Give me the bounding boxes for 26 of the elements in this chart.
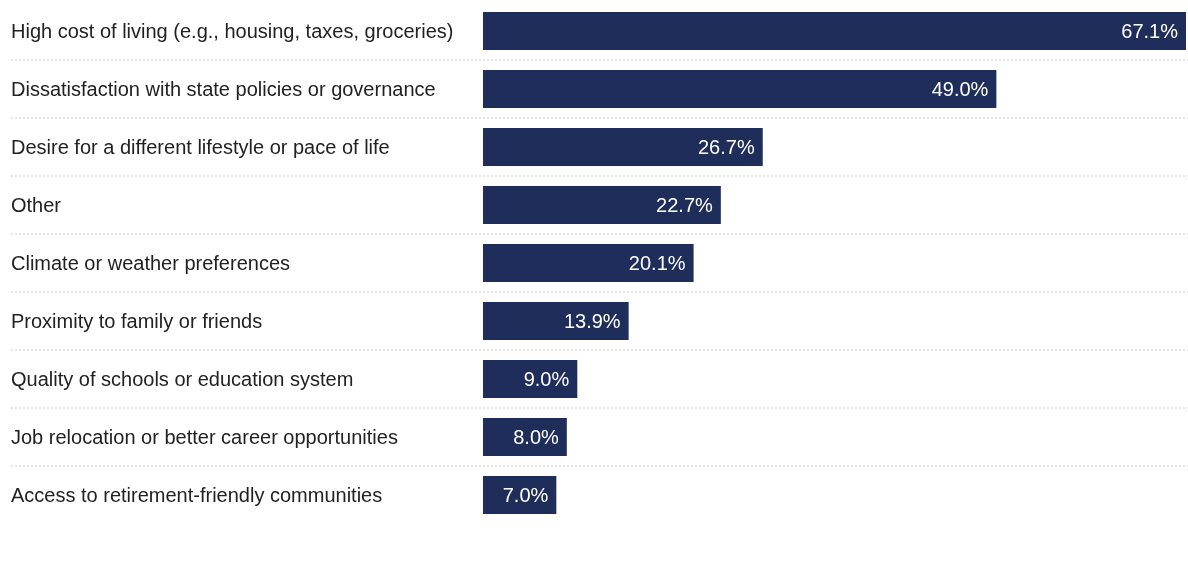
data-label: 8.0% <box>513 426 560 448</box>
bar <box>483 244 694 282</box>
y-tick-label: Proximity to family or friends <box>11 310 263 332</box>
y-tick-label: Climate or weather preferences <box>11 252 291 274</box>
data-label: 20.1% <box>628 252 686 274</box>
y-tick-label: Desire for a different lifestyle or pace of life <box>11 136 390 158</box>
bar <box>483 186 721 224</box>
bar <box>483 128 763 166</box>
bar <box>483 302 629 340</box>
bar <box>483 418 567 456</box>
y-tick-label: Dissatisfaction with state policies or governance <box>11 78 436 100</box>
y-tick-label: Access to retirement-friendly communities <box>11 484 383 506</box>
y-tick-label: High cost of living (e.g., housing, taxes, groceries) <box>11 20 454 42</box>
data-label: 7.0% <box>502 484 549 506</box>
y-tick-label: Job relocation or better career opportunities <box>11 426 398 448</box>
data-label: 22.7% <box>656 194 714 216</box>
bar <box>483 360 578 398</box>
data-label: 26.7% <box>698 136 755 158</box>
y-tick-label: Other <box>11 194 62 216</box>
data-label: 9.0% <box>523 368 570 390</box>
y-tick-label: Quality of schools or education system <box>11 368 354 390</box>
bar <box>483 12 1186 50</box>
data-label: 13.9% <box>563 310 621 332</box>
data-label: 67.1% <box>1121 20 1179 42</box>
bar <box>483 70 997 108</box>
data-label: 49.0% <box>931 78 989 100</box>
